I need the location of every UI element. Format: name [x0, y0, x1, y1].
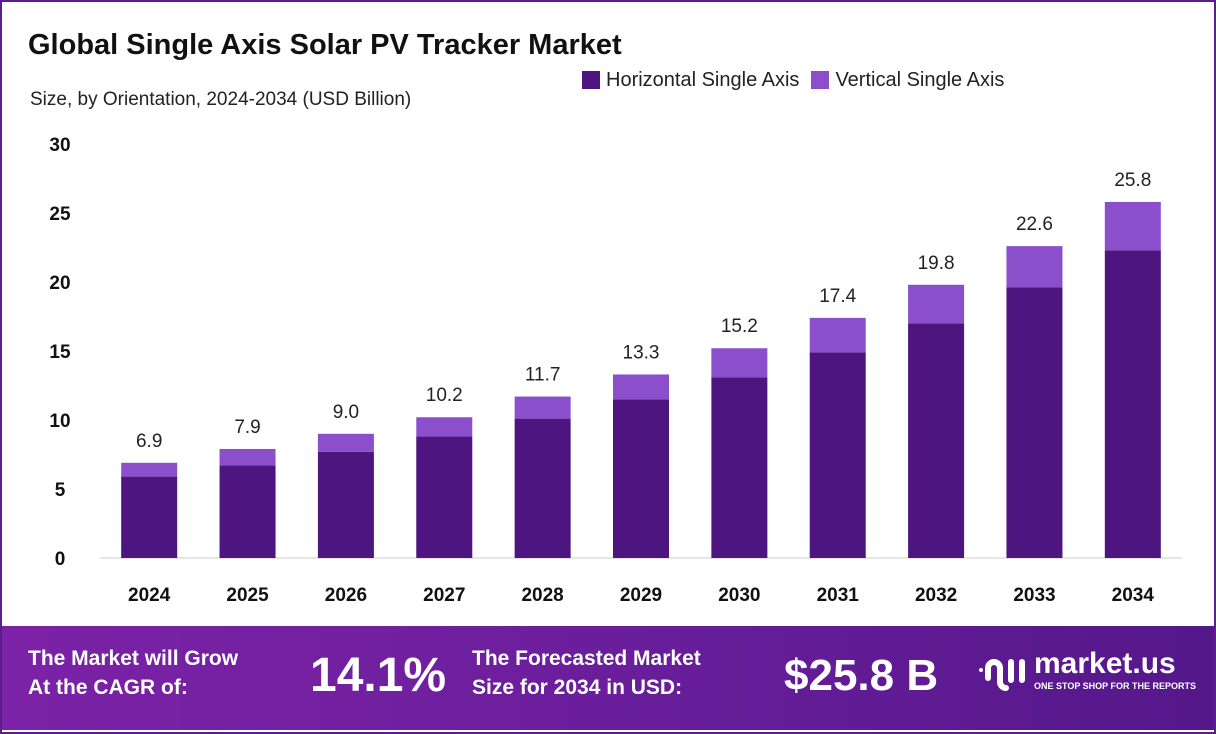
data-label: 11.7 [525, 365, 561, 386]
bar-vertical [809, 317, 866, 353]
bar-horizontal [711, 377, 768, 558]
data-label: 25.8 [1114, 170, 1151, 191]
x-tick-label: 2032 [915, 585, 957, 606]
x-tick-label: 2030 [718, 585, 760, 606]
data-label: 17.4 [819, 286, 856, 307]
bar-vertical [711, 348, 768, 378]
bar-horizontal [908, 323, 965, 558]
x-tick-label: 2024 [128, 585, 171, 606]
footer-banner: The Market will Grow At the CAGR of: 14.1… [2, 626, 1214, 730]
chart-title: Global Single Axis Solar PV Tracker Mark… [28, 29, 622, 61]
y-tick-label: 5 [55, 480, 66, 501]
legend-label: Vertical Single Axis [835, 69, 1005, 91]
data-label: 9.0 [333, 402, 359, 423]
bar-vertical [908, 284, 965, 324]
x-tick-label: 2025 [226, 585, 269, 606]
data-label: 15.2 [721, 316, 758, 337]
bar-horizontal [613, 399, 669, 558]
logo-name: market.us [1034, 647, 1176, 680]
data-label: 7.9 [234, 417, 260, 438]
bar-horizontal [121, 476, 178, 558]
y-tick-label: 10 [49, 411, 70, 432]
y-tick-label: 15 [49, 342, 71, 363]
bar-horizontal [809, 352, 866, 558]
y-tick-label: 0 [55, 549, 66, 570]
bar-vertical [121, 462, 178, 477]
bar-horizontal [1006, 287, 1063, 558]
forecast-label-line: The Forecasted Market [472, 647, 701, 670]
x-tick-label: 2027 [423, 585, 465, 606]
bar-vertical [416, 417, 473, 437]
bar-vertical [219, 448, 276, 466]
forecast-value: $25.8 B [784, 651, 939, 700]
y-tick-label: 25 [49, 204, 71, 225]
data-label: 6.9 [136, 431, 162, 452]
legend-swatch [811, 71, 830, 89]
legend-label: Horizontal Single Axis [606, 69, 800, 91]
logo: market.us ONE STOP SHOP FOR THE REPORTS [976, 648, 1196, 692]
bar-vertical [613, 374, 669, 400]
logo-tagline: ONE STOP SHOP FOR THE REPORTS [1034, 681, 1197, 691]
bar-vertical [317, 433, 374, 452]
cagr-value: 14.1% [310, 649, 447, 702]
data-label: 13.3 [623, 342, 660, 363]
legend-swatch [582, 71, 600, 89]
bar-vertical [514, 396, 571, 419]
bar-chart: 0510152025306.920247.920259.0202610.2202… [49, 135, 1182, 606]
y-tick-label: 20 [49, 273, 70, 294]
cagr-label-line: The Market will Grow [28, 647, 239, 670]
bar-vertical [1104, 201, 1161, 251]
x-tick-label: 2029 [620, 585, 662, 606]
forecast-label-line: Size for 2034 in USD: [472, 676, 683, 699]
data-label: 19.8 [918, 253, 955, 274]
data-label: 10.2 [426, 385, 463, 406]
y-tick-label: 30 [49, 135, 70, 156]
bar-vertical [1006, 246, 1063, 288]
logo-icon [979, 659, 1025, 691]
cagr-label-line: At the CAGR of: [28, 676, 188, 699]
bar-horizontal [416, 436, 473, 558]
cagr-label: The Market will Grow At the CAGR of: [28, 644, 238, 702]
x-tick-label: 2028 [521, 585, 563, 606]
x-tick-label: 2034 [1112, 585, 1155, 606]
forecast-label: The Forecasted Market Size for 2034 in US… [472, 644, 701, 702]
x-tick-label: 2033 [1013, 585, 1055, 606]
legend-item-vertical: Vertical Single Axis [811, 68, 1004, 92]
x-tick-label: 2031 [817, 585, 860, 606]
bar-horizontal [1104, 250, 1161, 558]
x-tick-label: 2026 [325, 585, 367, 606]
bar-horizontal [514, 418, 571, 558]
bar-horizontal [317, 451, 374, 558]
legend: Horizontal Single Axis Vertical Single A… [582, 68, 1004, 92]
data-label: 22.6 [1016, 214, 1053, 235]
chart-subtitle: Size, by Orientation, 2024-2034 (USD Bil… [30, 89, 412, 110]
legend-item-horizontal: Horizontal Single Axis [582, 68, 799, 92]
bar-horizontal [219, 465, 276, 558]
